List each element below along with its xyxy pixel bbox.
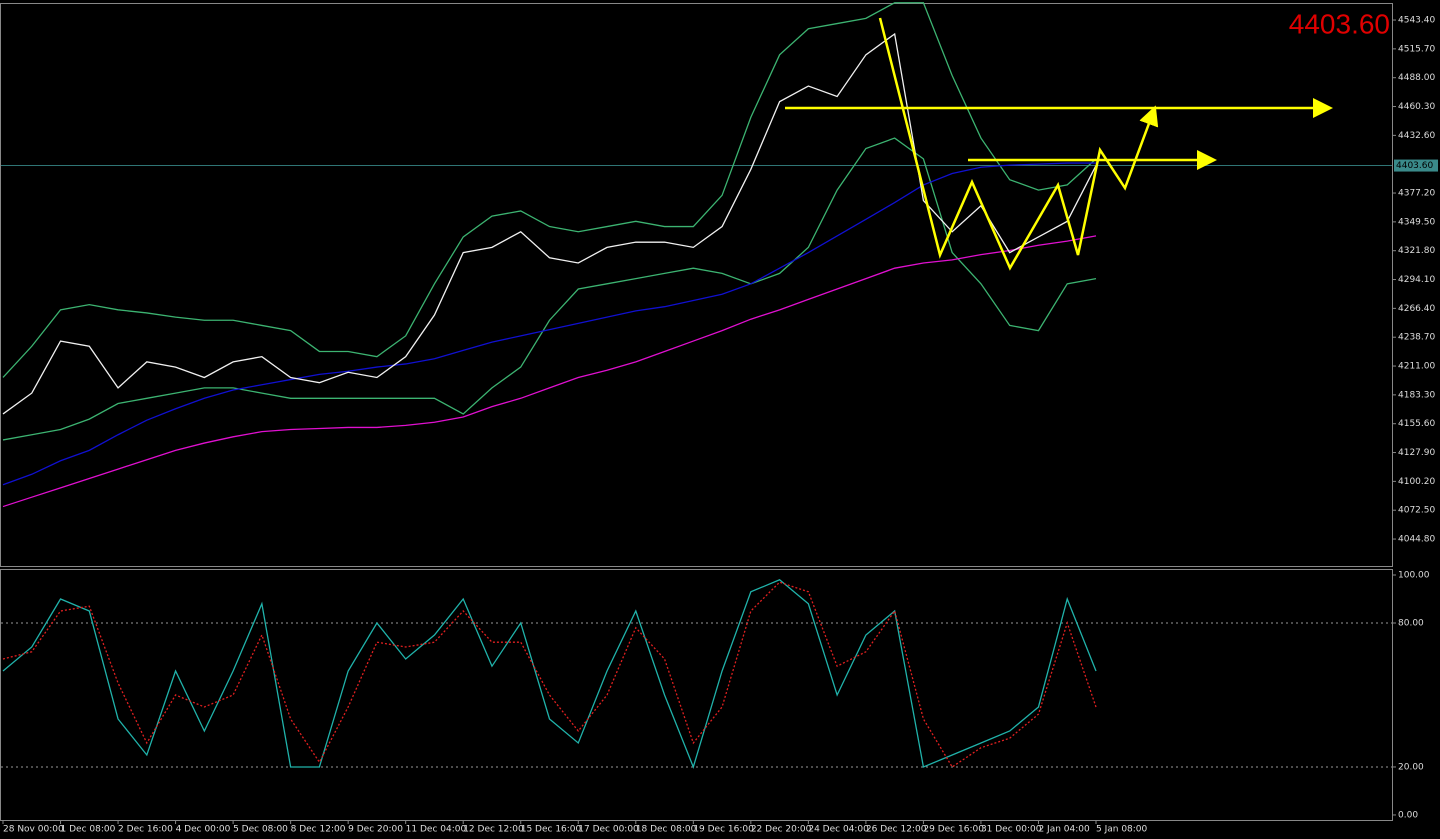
x-tick-label: 8 Dec 12:00 (291, 825, 346, 835)
zigzag-path (878, 17, 1159, 271)
y-tick-label: 20.00 (1398, 762, 1424, 772)
y-tick-label: 4183.30 (1398, 390, 1435, 400)
series-line (2, 581, 1097, 768)
y-tick-label: 4488.00 (1398, 73, 1435, 83)
x-tick-label: 31 Dec 00:00 (981, 825, 1042, 835)
y-tick-label: 4294.10 (1398, 275, 1435, 285)
y-tick-label: 4377.20 (1398, 189, 1435, 199)
x-tick-label: 4 Dec 00:00 (176, 825, 231, 835)
x-tick-label: 12 Dec 12:00 (463, 825, 524, 835)
x-tick-label: 5 Dec 08:00 (233, 825, 288, 835)
y-tick-label: 4044.80 (1398, 535, 1435, 545)
series-line (2, 162, 1096, 486)
x-tick-label: 26 Dec 12:00 (866, 825, 927, 835)
x-tick-label: 11 Dec 04:00 (406, 825, 467, 835)
y-tick-label: 4515.70 (1398, 44, 1435, 54)
price-box-label: 4403.60 (1396, 161, 1433, 171)
y-tick-label: 4100.20 (1398, 477, 1435, 487)
x-tick-label: 5 Jan 08:00 (1096, 825, 1148, 835)
annotations (785, 17, 1333, 271)
oscillator-panel (0, 569, 1393, 821)
series-line (2, 579, 1097, 769)
x-tick-label: 18 Dec 08:00 (636, 825, 697, 835)
series-line (2, 32, 1097, 415)
x-tick-label: 9 Dec 20:00 (348, 825, 403, 835)
x-tick-label: 22 Dec 20:00 (751, 825, 812, 835)
x-tick-label: 28 Nov 00:00 (3, 825, 64, 835)
series-line (2, 235, 1097, 508)
price-box (1394, 159, 1438, 172)
series-line (2, 2, 1097, 378)
y-tick-label: 4127.90 (1398, 448, 1435, 458)
y-tick-label: 4432.60 (1398, 131, 1435, 141)
x-tick-label: 15 Dec 16:00 (521, 825, 582, 835)
y-tick-label: 4266.40 (1398, 304, 1435, 314)
y-tick-label: 4238.70 (1398, 333, 1435, 343)
y-tick-label: 0.00 (1398, 810, 1418, 820)
y-tick-label: 4155.60 (1398, 419, 1435, 429)
x-tick-label: 2 Dec 16:00 (118, 825, 173, 835)
x-tick-label: 17 Dec 00:00 (578, 825, 639, 835)
x-tick-label: 29 Dec 16:00 (923, 825, 984, 835)
x-tick-label: 2 Jan 04:00 (1038, 825, 1090, 835)
y-tick-label: 4349.50 (1398, 217, 1435, 227)
y-tick-label: 4072.50 (1398, 506, 1435, 516)
y-tick-label: 4211.00 (1398, 362, 1435, 372)
y-tick-label: 4543.40 (1398, 16, 1435, 26)
x-tick-label: 24 Dec 04:00 (808, 825, 869, 835)
y-tick-label: 4460.30 (1398, 102, 1435, 112)
y-tick-label: 4321.80 (1398, 246, 1435, 256)
y-tick-label: 100.00 (1398, 570, 1430, 580)
current-price: 4403.60 (1289, 8, 1390, 39)
x-tick-label: 19 Dec 16:00 (693, 825, 754, 835)
x-tick-label: 1 Dec 08:00 (61, 825, 116, 835)
price-panel (0, 3, 1393, 567)
y-tick-label: 80.00 (1398, 618, 1424, 628)
series-line (2, 137, 1097, 441)
